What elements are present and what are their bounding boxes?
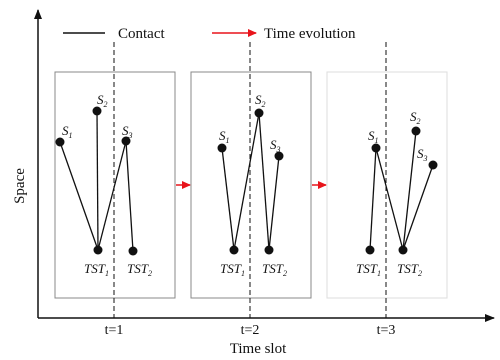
label-s1: S1 [62, 123, 73, 140]
legend-contact-label: Contact [118, 26, 165, 42]
contact-s2-tst2 [402, 130, 417, 251]
contact-s2-tst2 [258, 112, 270, 251]
contact-s1-tst1 [59, 141, 99, 251]
label-tst2: TST2 [262, 261, 287, 278]
label-s2: S2 [255, 92, 266, 109]
panel-frame [190, 71, 312, 299]
tick-label-t1: t=1 [105, 323, 124, 338]
contact-s2-tst1 [96, 110, 99, 251]
label-s3: S3 [417, 146, 428, 163]
label-tst1: TST1 [220, 261, 245, 278]
label-tst2: TST2 [127, 261, 152, 278]
contact-s1-tst2 [375, 147, 404, 251]
node-s2 [254, 108, 264, 118]
node-tst1 [229, 245, 239, 255]
node-tst2 [128, 246, 138, 256]
contact-s1-tst1 [369, 147, 377, 251]
tick-label-t3: t=3 [377, 323, 396, 338]
node-s1 [55, 137, 65, 147]
node-tst1 [93, 245, 103, 255]
contact-s1-tst1 [221, 147, 235, 251]
node-s2 [411, 126, 421, 136]
node-s1 [371, 143, 381, 153]
node-tst1 [365, 245, 375, 255]
contact-s3-tst2 [402, 164, 434, 251]
node-s3 [121, 136, 131, 146]
node-tst2 [398, 245, 408, 255]
node-s1 [217, 143, 227, 153]
x-axis-label: Time slot [230, 341, 287, 357]
panel-t1: S1 S2 S3 TST1 TST2 [54, 42, 176, 318]
label-s3: S3 [122, 123, 133, 140]
contact-s3-tst1 [97, 140, 127, 251]
panel-frame [326, 71, 448, 299]
node-s2 [92, 106, 102, 116]
label-s1: S1 [219, 128, 230, 145]
contact-s2-tst1 [233, 112, 260, 251]
label-tst1: TST1 [84, 261, 109, 278]
legend: Contact Time evolution [63, 26, 356, 42]
y-axis-label: Space [12, 168, 28, 204]
panel-t3: S1 S2 S3 TST1 TST2 [326, 42, 448, 318]
legend-time-evolution-label: Time evolution [264, 26, 356, 42]
panel-frame [54, 71, 176, 299]
panel-t2: S1 S2 S3 TST1 TST2 [190, 42, 312, 318]
label-s1: S1 [368, 128, 379, 145]
tick-label-t2: t=2 [241, 323, 260, 338]
label-tst1: TST1 [356, 261, 381, 278]
label-tst2: TST2 [397, 261, 422, 278]
node-tst2 [264, 245, 274, 255]
label-s2: S2 [410, 109, 421, 126]
node-s3 [274, 151, 284, 161]
node-s3 [428, 160, 438, 170]
label-s2: S2 [97, 92, 108, 109]
axes: Space Time slot t=1 t=2 t=3 [12, 9, 495, 357]
label-s3: S3 [270, 137, 281, 154]
contact-s3-tst2 [268, 155, 280, 251]
contact-s3-tst2 [125, 140, 134, 252]
